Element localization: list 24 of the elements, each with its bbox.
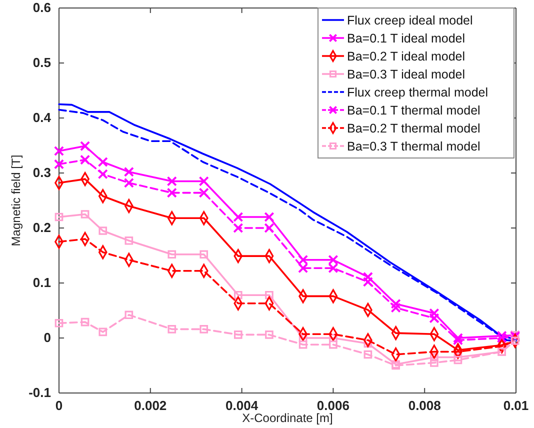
legend-label: Ba=0.2 T thermal model bbox=[347, 122, 480, 136]
x-tick-label: 0.002 bbox=[134, 398, 167, 414]
y-axis-title: Magnetic field [T] bbox=[9, 154, 23, 246]
y-tick-label: -0.1 bbox=[28, 385, 51, 400]
legend-label: Ba=0.2 T ideal model bbox=[347, 50, 466, 64]
x-tick-label: 0.008 bbox=[408, 398, 441, 414]
y-tick-label: 0.6 bbox=[32, 0, 51, 16]
x-axis-title: X-Coordinate [m] bbox=[242, 411, 333, 425]
y-tick-label: 0.1 bbox=[32, 275, 51, 290]
legend-label: Ba=0.3 T thermal model bbox=[347, 140, 480, 154]
x-tick-label: 0.006 bbox=[316, 398, 350, 414]
x-tick-label: 0.01 bbox=[503, 398, 529, 414]
y-tick-label: 0.2 bbox=[32, 220, 51, 236]
y-tick-label: 0.4 bbox=[32, 110, 52, 126]
y-tick-label: 0.3 bbox=[32, 165, 51, 180]
legend-label: Flux creep ideal model bbox=[347, 14, 473, 28]
legend-label: Flux creep thermal model bbox=[347, 86, 488, 100]
legend-label: Ba=0.3 T ideal model bbox=[347, 68, 466, 82]
y-tick-label: 0 bbox=[44, 330, 51, 346]
x-tick-label: 0.004 bbox=[226, 398, 259, 414]
legend-label: Ba=0.1 T ideal model bbox=[347, 32, 466, 46]
legend-label: Ba=0.1 T thermal model bbox=[347, 104, 480, 118]
y-tick-label: 0.5 bbox=[32, 55, 51, 70]
x-tick-label: 0 bbox=[55, 398, 63, 414]
